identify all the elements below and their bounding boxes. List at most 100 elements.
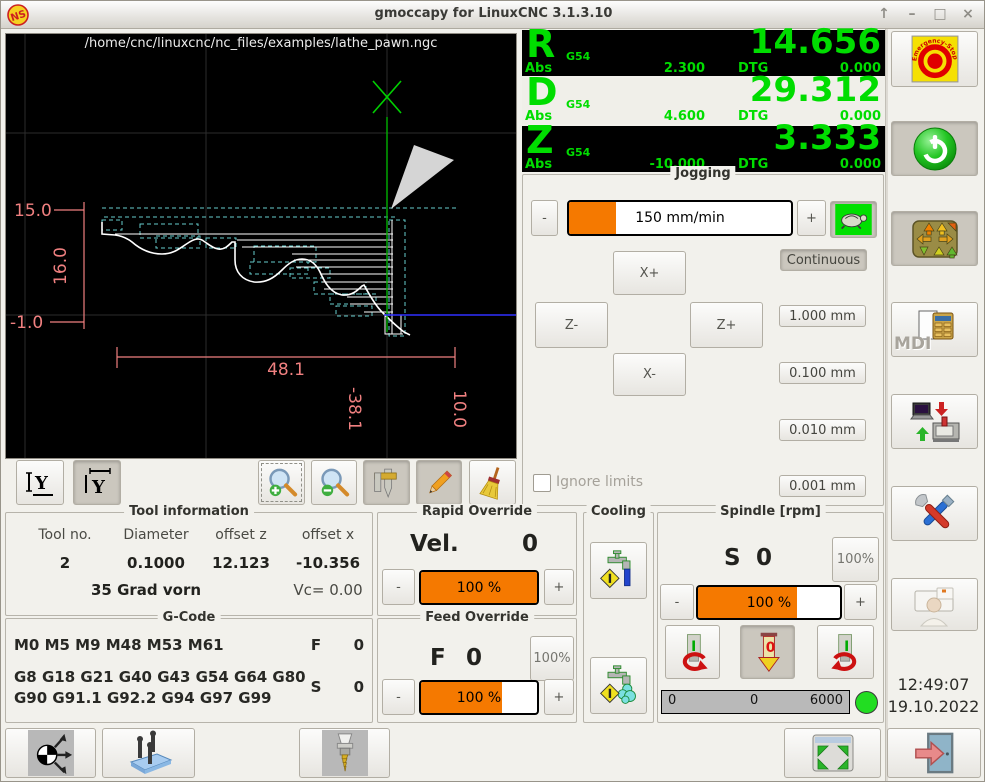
clock-time: 12:49:07 <box>897 675 970 694</box>
s-label: S <box>310 678 322 696</box>
touch-off-button[interactable] <box>5 728 96 778</box>
window-close-button[interactable]: × <box>962 6 974 22</box>
rapid-plus-button[interactable]: + <box>544 569 574 605</box>
turtle-icon <box>835 204 872 235</box>
svg-text:0: 0 <box>765 640 775 656</box>
diameter-value: 0.1000 <box>127 554 185 572</box>
mist-coolant-icon <box>599 664 636 704</box>
gcode-frame: G-Code M0 M5 M9 M48 M53 M61 F 0 G8 G18 G… <box>5 610 373 723</box>
jog-z-minus-button[interactable]: Z- <box>535 302 608 348</box>
spindle-override-slider[interactable]: 100 % <box>696 585 842 620</box>
feed-override-title: Feed Override <box>420 610 534 625</box>
f-value: 0 <box>353 636 364 654</box>
feed-reset-button[interactable]: 100% <box>530 636 574 681</box>
spindle-override-value: 100 % <box>746 594 792 611</box>
window-up-button[interactable]: ↑ <box>878 6 890 22</box>
feed-override-slider[interactable]: 100 % <box>419 680 539 715</box>
jog-x-minus-button[interactable]: X- <box>613 353 686 396</box>
jog-speed-minus-button[interactable]: - <box>531 200 558 236</box>
dro-axis-d[interactable]: D G54 29.312 Abs 4.600 DTG 0.000 <box>522 70 885 124</box>
feed-minus-button[interactable]: - <box>382 679 415 715</box>
jog-increment-1mm-button[interactable]: 1.000 mm <box>779 305 866 327</box>
feed-plus-button[interactable]: + <box>544 679 574 715</box>
jog-increment-01mm-button[interactable]: 0.100 mm <box>779 362 866 384</box>
dimension-labels: 15.0 16.0 -1.0 48.1 -38.1 10.0 <box>10 201 469 431</box>
exit-button[interactable] <box>887 728 981 778</box>
vc-value: Vc= 0.00 <box>293 581 363 599</box>
pencil-icon <box>429 469 453 493</box>
jog-increment-001mm-button[interactable]: 0.010 mm <box>779 419 866 441</box>
power-icon <box>913 127 956 170</box>
spindle-minus-button[interactable]: - <box>660 584 694 620</box>
user-settings-button[interactable] <box>891 578 978 631</box>
clear-plot-button[interactable] <box>469 460 516 505</box>
gcode-preview[interactable]: 15.0 16.0 -1.0 48.1 -38.1 10.0 /home/cnc… <box>5 33 517 459</box>
svg-text:-38.1: -38.1 <box>344 387 364 431</box>
spindle-cw-button[interactable]: I <box>817 625 874 679</box>
turtle-mode-button[interactable] <box>830 201 877 238</box>
loaded-file-path: /home/cnc/linuxcnc/nc_files/examples/lat… <box>84 36 438 51</box>
edit-gcode-button[interactable] <box>416 460 462 505</box>
measure-tool-button[interactable] <box>363 460 410 505</box>
fullscreen-button[interactable] <box>784 728 881 778</box>
spindle-frame: Spindle [rpm] S 0 100% - 100 % + I 0 I 0… <box>657 504 884 723</box>
jog-increment-0001mm-button[interactable]: 0.001 mm <box>779 475 866 497</box>
dimension-lines <box>50 202 456 368</box>
mist-coolant-button[interactable] <box>590 657 647 714</box>
dimension-y2-button[interactable]: Y <box>73 460 121 505</box>
flood-coolant-button[interactable] <box>590 542 647 599</box>
auto-mode-button[interactable] <box>891 394 978 449</box>
spindle-bar-min: 0 <box>668 693 677 708</box>
window-minimize-button[interactable]: – <box>908 6 916 22</box>
user-icon <box>914 587 953 626</box>
touch-off-icon <box>27 730 74 776</box>
rapid-override-title: Rapid Override <box>416 504 538 519</box>
ignore-limits-label: Ignore limits <box>556 474 644 490</box>
jog-arrows-icon <box>911 219 958 258</box>
rapid-override-fill <box>421 572 537 603</box>
spindle-stop-button[interactable]: 0 <box>740 625 795 679</box>
jog-speed-plus-button[interactable]: + <box>797 200 826 236</box>
feed-f-label: F <box>430 645 446 671</box>
svg-text:I: I <box>844 639 849 655</box>
spindle-reset-button[interactable]: 100% <box>832 537 879 582</box>
zoom-in-button[interactable] <box>258 460 305 505</box>
spindle-bar-current: 0 <box>750 693 759 708</box>
svg-text:Y: Y <box>34 473 49 494</box>
jog-x-plus-button[interactable]: X+ <box>613 251 686 295</box>
spindle-override-fill <box>698 587 798 618</box>
zoom-out-button[interactable] <box>311 460 357 505</box>
estop-icon: Emergency-Stop <box>911 35 958 83</box>
ignore-limits-checkbox[interactable] <box>533 474 551 492</box>
window-maximize-button[interactable]: □ <box>933 6 947 22</box>
sidebar-separator <box>885 29 888 781</box>
rapid-minus-button[interactable]: - <box>382 569 415 605</box>
exit-door-icon <box>915 732 954 774</box>
tool-measure-button[interactable] <box>299 728 390 778</box>
rapid-override-value: 100 % <box>456 579 502 596</box>
mdi-mode-button[interactable]: MDI <box>891 302 978 357</box>
rapid-override-slider[interactable]: 100 % <box>419 570 539 605</box>
jog-z-plus-button[interactable]: Z+ <box>690 302 763 348</box>
estop-button[interactable]: Emergency-Stop <box>891 31 978 87</box>
tool-info-title: Tool information <box>124 504 254 519</box>
dro-axis-r[interactable]: R G54 14.656 Abs 2.300 DTG 0.000 <box>522 22 885 76</box>
settings-button[interactable] <box>891 486 978 541</box>
spindle-at-speed-led <box>855 691 878 714</box>
machine-on-button[interactable] <box>891 121 978 176</box>
broom-icon <box>478 466 500 500</box>
block-height-button[interactable] <box>102 728 195 778</box>
jog-continuous-button[interactable]: Continuous <box>780 249 867 271</box>
jog-speed-slider[interactable]: 150 mm/min <box>567 200 793 236</box>
offset-z-value: 12.123 <box>212 554 270 572</box>
window-controls: ↑ – □ × <box>876 5 976 23</box>
spindle-ccw-button[interactable]: I <box>665 625 720 679</box>
dimension-y-button[interactable]: Y <box>16 460 64 505</box>
auto-run-icon <box>909 401 959 442</box>
spindle-title: Spindle [rpm] <box>715 504 826 519</box>
manual-mode-button[interactable] <box>891 211 978 266</box>
dro-axis-z[interactable]: Z G54 3.333 Abs -10.000 DTG 0.000 <box>522 118 885 172</box>
fullscreen-icon <box>812 734 853 772</box>
spindle-plus-button[interactable]: + <box>844 584 877 620</box>
offset-z-header: offset z <box>215 527 267 543</box>
